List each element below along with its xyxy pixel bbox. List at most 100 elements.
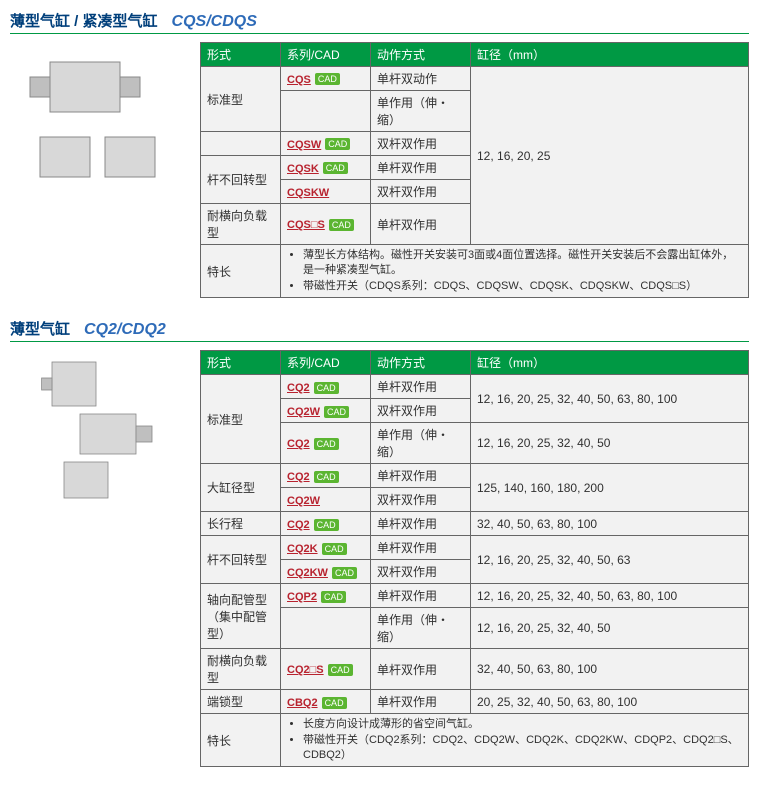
series-link[interactable]: CQS□S: [287, 219, 325, 231]
cad-tag[interactable]: CAD: [332, 567, 357, 579]
form-cell: 标准型: [201, 67, 281, 132]
col-header: 动作方式: [371, 351, 471, 375]
series-link[interactable]: CQ2□S: [287, 664, 324, 676]
cad-tag[interactable]: CAD: [324, 406, 349, 418]
table-row: CQ2 CAD 单作用（伸・缩）12, 16, 20, 25, 32, 40, 50: [201, 423, 749, 464]
product-section: 薄型气缸 / 紧凑型气缸CQS/CDQS 形式系列/CAD动作方式缸径（mm）标…: [10, 10, 749, 298]
series-link[interactable]: CQSK: [287, 163, 319, 175]
series-link[interactable]: CQ2K: [287, 543, 318, 555]
cad-tag[interactable]: CAD: [314, 519, 339, 531]
series-cell: CQ2 CAD: [281, 375, 371, 399]
action-cell: 单作用（伸・缩）: [371, 91, 471, 132]
table-row: 大缸径型CQ2CAD单杆双作用125, 140, 160, 180, 200: [201, 464, 749, 488]
series-cell: CQSKW: [281, 180, 371, 204]
series-link[interactable]: CQS: [287, 74, 311, 86]
image-holder: [10, 350, 190, 767]
action-cell: 单杆双作用: [371, 375, 471, 399]
action-cell: 双杆双作用: [371, 399, 471, 423]
series-link[interactable]: CQ2: [287, 438, 310, 450]
cad-tag[interactable]: CAD: [321, 591, 346, 603]
series-link[interactable]: CQ2W: [287, 406, 320, 418]
table-row: 耐横向负载型CQ2□SCAD单杆双作用32, 40, 50, 63, 80, 1…: [201, 649, 749, 690]
feature-label: 特长: [201, 245, 281, 298]
form-cell: 耐横向负载型: [201, 204, 281, 245]
col-header: 系列/CAD: [281, 351, 371, 375]
series-link[interactable]: CQ2: [287, 519, 310, 531]
product-image: [15, 42, 185, 202]
table-row: 杆不回转型CQ2KCAD单杆双作用12, 16, 20, 25, 32, 40,…: [201, 536, 749, 560]
action-cell: 单杆双动作: [371, 67, 471, 91]
action-cell: 单杆双作用: [371, 512, 471, 536]
series-link[interactable]: CQ2W: [287, 495, 320, 507]
cad-tag[interactable]: CAD: [328, 664, 353, 676]
series-cell: CQ2 CAD: [281, 464, 371, 488]
col-header: 动作方式: [371, 43, 471, 67]
feature-item: 长度方向设计成薄形的省空间气缸。: [303, 717, 742, 732]
action-cell: 单杆双作用: [371, 584, 471, 608]
series-cell: CQ2KW CAD: [281, 560, 371, 584]
image-holder: [10, 42, 190, 298]
bore-cell: 12, 16, 20, 25, 32, 40, 50: [471, 423, 749, 464]
form-cell: 大缸径型: [201, 464, 281, 512]
series-link[interactable]: CBQ2: [287, 697, 318, 709]
series-link[interactable]: CQSKW: [287, 187, 329, 199]
action-cell: 单杆双作用: [371, 156, 471, 180]
series-cell: [281, 608, 371, 649]
cad-tag[interactable]: CAD: [314, 438, 339, 450]
cad-tag[interactable]: CAD: [314, 471, 339, 483]
content-row: 形式系列/CAD动作方式缸径（mm）标准型CQSCAD单杆双动作12, 16, …: [10, 42, 749, 298]
title-en: CQ2/CDQ2: [84, 321, 166, 338]
series-link[interactable]: CQ2KW: [287, 567, 328, 579]
feature-item: 薄型长方体结构。磁性开关安装可3面或4面位置选择。磁性开关安装后不会露出缸体外，…: [303, 248, 742, 279]
cad-tag[interactable]: CAD: [322, 697, 347, 709]
cad-tag[interactable]: CAD: [329, 219, 354, 231]
bore-cell: 12, 16, 20, 25: [471, 67, 749, 245]
action-cell: 单杆双作用: [371, 204, 471, 245]
col-header: 缸径（mm）: [471, 351, 749, 375]
series-cell: CQ2□S CAD: [281, 649, 371, 690]
col-header: 系列/CAD: [281, 43, 371, 67]
section-title: 薄型气缸CQ2/CDQ2: [10, 318, 749, 342]
feature-row: 特长长度方向设计成薄形的省空间气缸。带磁性开关（CDQ2系列：CDQ2、CDQ2…: [201, 714, 749, 767]
form-cell: [201, 132, 281, 156]
series-link[interactable]: CQSW: [287, 139, 321, 151]
series-cell: CQS CAD: [281, 67, 371, 91]
series-link[interactable]: CQ2: [287, 471, 310, 483]
feature-cell: 薄型长方体结构。磁性开关安装可3面或4面位置选择。磁性开关安装后不会露出缸体外，…: [281, 245, 749, 298]
table-row: 单作用（伸・缩）12, 16, 20, 25, 32, 40, 50: [201, 608, 749, 649]
series-cell: CQ2K CAD: [281, 536, 371, 560]
series-cell: [281, 91, 371, 132]
series-cell: CQ2W CAD: [281, 399, 371, 423]
feature-row: 特长薄型长方体结构。磁性开关安装可3面或4面位置选择。磁性开关安装后不会露出缸体…: [201, 245, 749, 298]
table-row: 标准型CQSCAD单杆双动作12, 16, 20, 25: [201, 67, 749, 91]
form-cell: 杆不回转型: [201, 536, 281, 584]
form-cell: 耐横向负载型: [201, 649, 281, 690]
series-cell: CQSW CAD: [281, 132, 371, 156]
col-header: 形式: [201, 351, 281, 375]
action-cell: 单作用（伸・缩）: [371, 423, 471, 464]
bore-cell: 12, 16, 20, 25, 32, 40, 50, 63: [471, 536, 749, 584]
content-row: 形式系列/CAD动作方式缸径（mm）标准型CQ2CAD单杆双作用12, 16, …: [10, 350, 749, 767]
product-image: [15, 350, 185, 510]
cad-tag[interactable]: CAD: [323, 162, 348, 174]
title-cn: 薄型气缸 / 紧凑型气缸: [10, 13, 158, 30]
action-cell: 双杆双作用: [371, 560, 471, 584]
cad-tag[interactable]: CAD: [322, 543, 347, 555]
cad-tag[interactable]: CAD: [314, 382, 339, 394]
form-cell: 杆不回转型: [201, 156, 281, 204]
table-row: 长行程CQ2CAD单杆双作用32, 40, 50, 63, 80, 100: [201, 512, 749, 536]
bore-cell: 12, 16, 20, 25, 32, 40, 50, 63, 80, 100: [471, 375, 749, 423]
cad-tag[interactable]: CAD: [315, 73, 340, 85]
form-cell: 标准型: [201, 375, 281, 464]
action-cell: 单杆双作用: [371, 690, 471, 714]
col-header: 形式: [201, 43, 281, 67]
feature-cell: 长度方向设计成薄形的省空间气缸。带磁性开关（CDQ2系列：CDQ2、CDQ2W、…: [281, 714, 749, 767]
cad-tag[interactable]: CAD: [325, 138, 350, 150]
series-cell: CQS□S CAD: [281, 204, 371, 245]
action-cell: 单杆双作用: [371, 649, 471, 690]
series-link[interactable]: CQ2: [287, 382, 310, 394]
table-row: 轴向配管型 （集中配管型）CQP2CAD单杆双作用12, 16, 20, 25,…: [201, 584, 749, 608]
series-link[interactable]: CQP2: [287, 591, 317, 603]
bore-cell: 125, 140, 160, 180, 200: [471, 464, 749, 512]
form-cell: 轴向配管型 （集中配管型）: [201, 584, 281, 649]
